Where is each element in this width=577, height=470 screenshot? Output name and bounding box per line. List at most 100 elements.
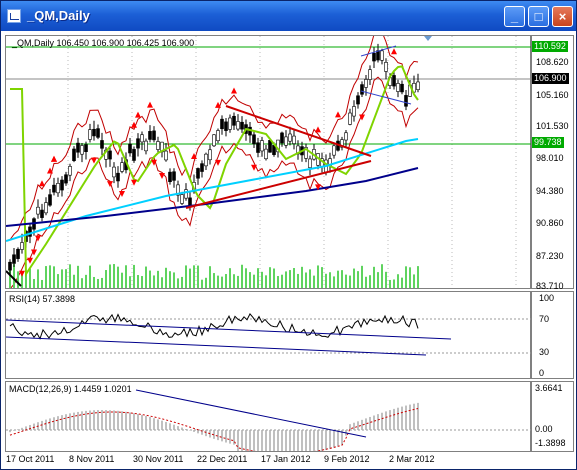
volume-bar	[41, 279, 43, 288]
bollinger-lower-band	[10, 76, 419, 288]
volume-bar	[361, 265, 363, 288]
volume-bar	[133, 264, 135, 288]
candle-body	[152, 130, 156, 141]
volume-bar	[109, 264, 111, 288]
title-bar[interactable]: _QM,Daily _ □ ×	[1, 1, 576, 31]
volume-bar	[281, 274, 283, 288]
candle-body	[212, 134, 216, 147]
candle-body	[348, 112, 352, 125]
candle-body	[232, 115, 236, 126]
candle-body	[196, 168, 200, 179]
candle-body	[76, 142, 80, 153]
candle-body	[116, 172, 120, 182]
volume-bar	[261, 271, 263, 288]
rsi-axis-label: 100	[539, 293, 555, 303]
volume-bar	[81, 278, 83, 288]
volume-bar	[349, 275, 351, 288]
volume-bar	[37, 269, 39, 288]
volume-bar	[129, 276, 131, 288]
fractal-arrow	[315, 126, 321, 133]
price-chart-canvas	[6, 36, 532, 288]
minimize-button[interactable]: _	[504, 6, 525, 27]
rsi-line	[9, 312, 419, 340]
fractal-arrow	[31, 249, 37, 256]
volume-bar	[333, 276, 335, 288]
macd-axis-label: -1.3898	[535, 438, 566, 448]
volume-bar	[141, 276, 143, 288]
candle-body	[380, 50, 384, 61]
price-axis-label: 101.530	[536, 121, 569, 131]
volume-bar	[337, 270, 339, 288]
candle-body	[264, 148, 268, 160]
candle-body	[372, 52, 376, 62]
volume-bar	[93, 276, 95, 288]
candle-body	[108, 150, 112, 160]
slow-moving-average	[6, 167, 419, 227]
fractal-arrow	[131, 121, 137, 128]
candle-body	[84, 144, 88, 152]
candle-body	[236, 121, 240, 130]
volume-bar	[301, 266, 303, 288]
rsi-panel[interactable]: RSI(14) 57.3898	[5, 291, 574, 379]
date-axis-label: 17 Jan 2012	[261, 454, 311, 464]
date-axis-label: 9 Feb 2012	[324, 454, 370, 464]
candle-body	[56, 183, 60, 194]
fractal-arrow	[151, 159, 157, 166]
candle-body	[36, 206, 40, 215]
volume-bar	[217, 275, 219, 288]
maximize-button[interactable]: □	[528, 6, 549, 27]
price-axis-label: 108.620	[536, 57, 569, 67]
price-axis-label: 90.860	[536, 218, 564, 228]
volume-bar	[213, 273, 215, 288]
volume-bar	[21, 271, 23, 288]
macd-panel[interactable]: MACD(12,26,9) 1.4459 1.0201	[5, 381, 574, 452]
candle-body	[368, 69, 372, 80]
candle-body	[228, 117, 232, 130]
mid-moving-average	[6, 138, 419, 242]
volume-bar	[401, 277, 403, 288]
price-axis-label: 94.380	[536, 186, 564, 196]
fractal-arrow	[19, 270, 25, 277]
volume-bar	[17, 271, 19, 288]
candle-body	[44, 202, 48, 214]
candle-body	[288, 133, 292, 142]
volume-bar	[321, 267, 323, 288]
volume-bar	[65, 269, 67, 288]
candle-body	[256, 142, 260, 153]
chart-shift-marker	[424, 36, 432, 41]
fractal-arrow	[91, 157, 97, 164]
candle-body	[144, 140, 148, 152]
candle-body	[332, 145, 336, 156]
price-chart-panel[interactable]: _QM,Daily 106.450 106.900 106.425 106.90…	[5, 35, 574, 289]
candle-body	[292, 135, 296, 144]
volume-bar	[393, 279, 395, 288]
rsi-header: RSI(14) 57.3898	[9, 294, 76, 304]
fractal-arrow	[135, 111, 141, 118]
candle-body	[96, 128, 100, 138]
candle-body	[140, 134, 144, 143]
volume-bar	[269, 267, 271, 288]
volume-bar	[201, 279, 203, 288]
volume-bar	[61, 269, 63, 288]
candle-body	[176, 184, 180, 196]
rsi-upper-trendline	[6, 319, 452, 340]
candle-body	[280, 132, 284, 144]
support-level-tag: 99.738	[532, 137, 564, 148]
fractal-arrow	[191, 153, 197, 160]
candle-body	[68, 166, 72, 176]
candle-body	[392, 75, 396, 87]
candle-body	[156, 141, 160, 150]
candle-body	[60, 179, 64, 191]
fractal-arrow	[335, 111, 341, 118]
volume-bar	[369, 275, 371, 288]
candle-body	[48, 194, 52, 206]
corner-trendline	[6, 270, 22, 287]
volume-bar	[249, 272, 251, 288]
volume-bar	[73, 274, 75, 288]
candle-body	[404, 95, 408, 107]
candle-body	[20, 242, 24, 250]
close-button[interactable]: ×	[552, 6, 573, 27]
candle-body	[360, 84, 364, 95]
candle-body	[240, 121, 244, 130]
volume-bar	[137, 275, 139, 288]
